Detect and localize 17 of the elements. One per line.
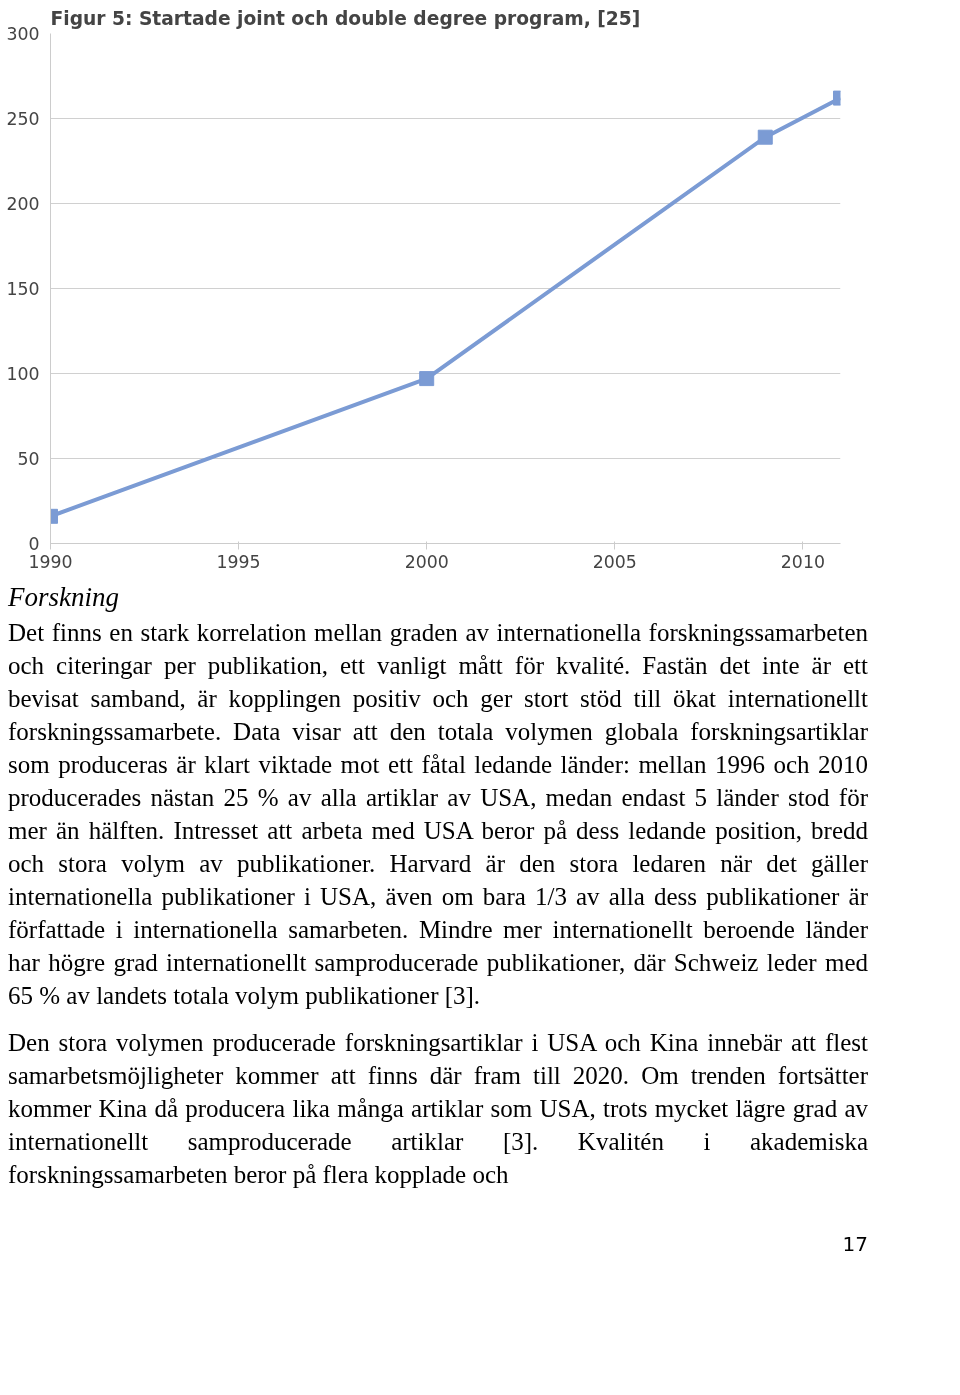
x-tick-label: 1995 xyxy=(216,551,261,572)
x-tick-label: 2010 xyxy=(780,551,825,572)
chart-title: Figur 5: Startade joint och double degree program, [25] xyxy=(50,7,641,29)
y-tick-label: 0 xyxy=(28,534,40,554)
x-tick-label: 1990 xyxy=(28,551,73,572)
y-tick-label: 250 xyxy=(6,109,40,129)
x-tick-label: 2000 xyxy=(404,551,449,572)
x-tick-label: 2005 xyxy=(592,551,637,572)
y-tick-label: 100 xyxy=(6,364,40,384)
text: Det finns en stark korrelation mellan graden av internationella forskningssamarbeten och citeringar per publikation, ett vanligt mått för kvalité. Fastän det inte är ett bevisat samband, är kopplingen positiv och ger stort stöd till ökat internationellt forskningssamarbete. Data visar att den totala volymen globala forskningsartiklar som produceras är klart viktade mot ett fåtal ledande länder: mellan 1996 och 2010 producerades nästan 25 % av alla artiklar av USA, medan endast 5 länder stod för mer än hälften. Intresset att arbeta med USA beror på dess ledande position, bredd och stora volym av publikationer. Harvard är den stora ledaren när det gäller internationella publikationer i USA, även om bara 1/3 av alla dess publikationer är författade i internationella samarbeten. Mindre mer internationellt beroende länder har högre grad internationellt samproducerade publikationer, där Schweiz leder med 65 % av landets totala volym publikationer [3]. xyxy=(8,618,868,1009)
y-tick-label: 300 xyxy=(6,24,40,44)
y-tick-label: 150 xyxy=(6,279,40,299)
text: 17 xyxy=(841,1230,868,1258)
text: Den stora volymen producerade forskningsartiklar i USA och Kina innebär att flest samarbetsmöjligheter kommer att finns där fram till 2020. Om trenden fortsätter kommer Kina då producera lika många artiklar som USA, trots mycket lägre grad av internationellt samproducerade artiklar [3]. Kvalitén i akademiska forskningssamarbeten beror på flera kopplade och xyxy=(8,1027,868,1190)
text: Forskning xyxy=(8,581,120,614)
y-tick-label: 200 xyxy=(6,194,40,214)
y-tick-label: 50 xyxy=(17,449,40,469)
